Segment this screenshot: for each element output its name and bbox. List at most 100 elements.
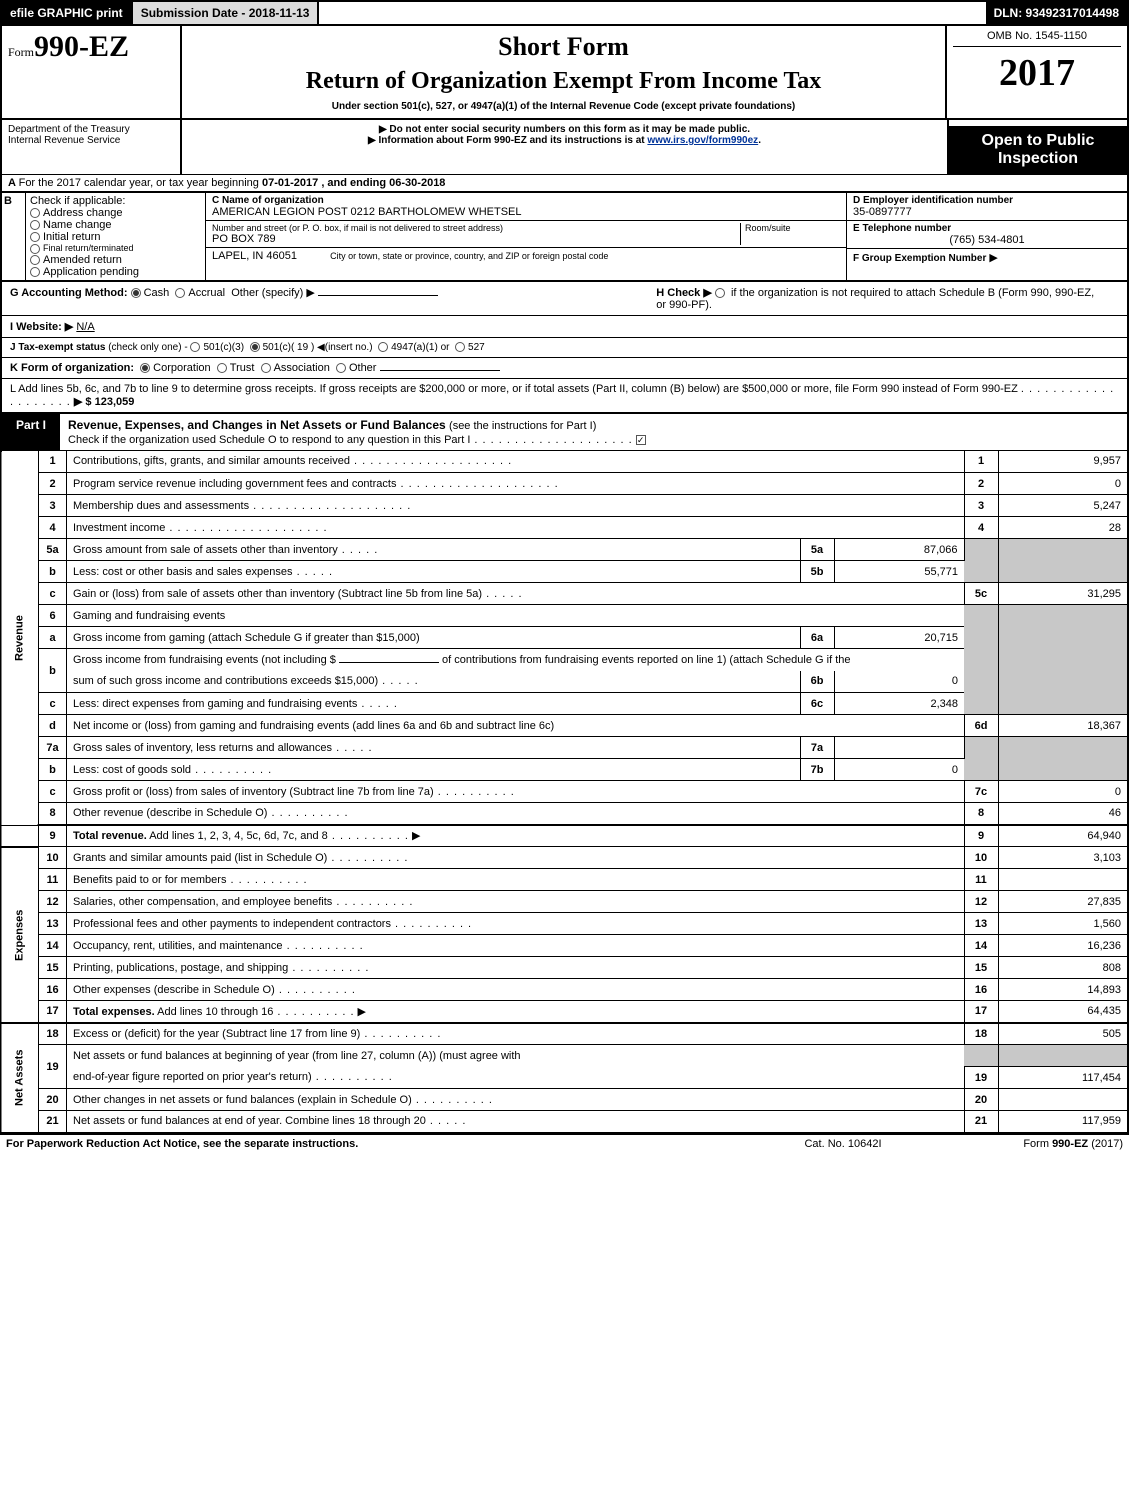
radio-name[interactable] xyxy=(30,220,40,230)
form-number: 990-EZ xyxy=(34,30,129,63)
line7a-num: 7a xyxy=(39,737,67,759)
radio-address[interactable] xyxy=(30,208,40,218)
line2-desc: Program service revenue including govern… xyxy=(67,473,965,495)
line4-val: 28 xyxy=(998,517,1128,539)
line6-num: 6 xyxy=(39,605,67,627)
line7b-mv: 0 xyxy=(834,759,964,781)
part1-table: Revenue 1 Contributions, gifts, grants, … xyxy=(0,451,1129,1134)
radio-pending[interactable] xyxy=(30,267,40,277)
short-form-label: Short Form xyxy=(192,32,935,62)
line18-num: 18 xyxy=(39,1023,67,1045)
schedule-o-checkbox[interactable] xyxy=(636,435,646,445)
line8-val: 46 xyxy=(998,803,1128,825)
line1-val: 9,957 xyxy=(998,451,1128,473)
j-label: J Tax-exempt status xyxy=(10,342,105,353)
line5c-ln: 5c xyxy=(964,583,998,605)
line7b-desc: Less: cost of goods sold xyxy=(67,759,801,781)
line16-num: 16 xyxy=(39,979,67,1001)
line6b-desc1: Gross income from fundraising events (no… xyxy=(67,649,965,671)
line6a-desc: Gross income from gaming (attach Schedul… xyxy=(67,627,801,649)
open-to-public: Open to Public Inspection xyxy=(949,126,1127,174)
street-value: PO BOX 789 xyxy=(212,233,740,245)
radio-501c3[interactable] xyxy=(190,342,200,352)
radio-initial[interactable] xyxy=(30,232,40,242)
info-pre: ▶ Information about Form 990-EZ and its … xyxy=(368,135,647,146)
radio-corp[interactable] xyxy=(140,363,150,373)
line20-num: 20 xyxy=(39,1089,67,1111)
radio-trust[interactable] xyxy=(217,363,227,373)
501c3-label: 501(c)(3) xyxy=(203,342,244,353)
line6d-num: d xyxy=(39,715,67,737)
top-bar: efile GRAPHIC print Submission Date - 20… xyxy=(0,0,1129,26)
radio-amended[interactable] xyxy=(30,255,40,265)
other-blank[interactable] xyxy=(318,295,438,296)
website-value: N/A xyxy=(76,321,94,333)
check-amended: Amended return xyxy=(30,254,201,266)
l-text: L Add lines 5b, 6c, and 7b to line 9 to … xyxy=(10,383,1018,395)
line21-val: 117,959 xyxy=(998,1111,1128,1133)
line17-desc: Total expenses. Add lines 10 through 16 xyxy=(67,1001,965,1023)
city-label: City or town, state or province, country… xyxy=(330,251,608,261)
taxyear-end: 06-30-2018 xyxy=(389,177,445,189)
gray19 xyxy=(964,1045,998,1067)
corp-label: Corporation xyxy=(153,362,210,374)
radio-501c[interactable] xyxy=(250,342,260,352)
line5c-num: c xyxy=(39,583,67,605)
year-box: OMB No. 1545-1150 2017 xyxy=(947,26,1127,118)
gray7v xyxy=(998,737,1128,781)
line14-val: 16,236 xyxy=(998,935,1128,957)
line6b-blank[interactable] xyxy=(339,662,439,663)
line5b-desc: Less: cost or other basis and sales expe… xyxy=(67,561,801,583)
d-label: D Employer identification number xyxy=(853,195,1121,206)
line13-val: 1,560 xyxy=(998,913,1128,935)
street-cell: Number and street (or P. O. box, if mail… xyxy=(206,221,846,248)
org-name-cell: C Name of organization AMERICAN LEGION P… xyxy=(206,193,846,221)
form-header: Form990-EZ Short Form Return of Organiza… xyxy=(0,26,1129,120)
website-row: I Website: ▶ N/A xyxy=(0,316,1129,338)
line8-ln: 8 xyxy=(964,803,998,825)
line10-val: 3,103 xyxy=(998,847,1128,869)
line7c-num: c xyxy=(39,781,67,803)
line13-desc: Professional fees and other payments to … xyxy=(67,913,965,935)
line5c-val: 31,295 xyxy=(998,583,1128,605)
l-amount: ▶ $ 123,059 xyxy=(74,396,134,408)
c-label: C Name of organization xyxy=(212,195,840,206)
line9-num: 9 xyxy=(39,825,67,847)
line6d-desc: Net income or (loss) from gaming and fun… xyxy=(67,715,965,737)
radio-cash[interactable] xyxy=(131,288,141,298)
line16-ln: 16 xyxy=(964,979,998,1001)
form990ez-link[interactable]: www.irs.gov/form990ez xyxy=(647,135,758,146)
line8-num: 8 xyxy=(39,803,67,825)
dept-treasury: Department of the Treasury xyxy=(8,124,174,135)
other-org-blank[interactable] xyxy=(380,370,500,371)
radio-final[interactable] xyxy=(30,244,40,254)
gross-receipts-row: L Add lines 5b, 6c, and 7b to line 9 to … xyxy=(0,379,1129,414)
radio-other-org[interactable] xyxy=(336,363,346,373)
form-number-box: Form990-EZ xyxy=(2,26,182,118)
line3-num: 3 xyxy=(39,495,67,517)
line6a-mv: 20,715 xyxy=(834,627,964,649)
radio-4947[interactable] xyxy=(378,342,388,352)
line5b-ml: 5b xyxy=(800,561,834,583)
line1-desc: Contributions, gifts, grants, and simila… xyxy=(67,451,965,473)
radio-h[interactable] xyxy=(715,288,725,298)
ein-cell: D Employer identification number 35-0897… xyxy=(847,193,1127,221)
line14-num: 14 xyxy=(39,935,67,957)
notices: ▶ Do not enter social security numbers o… xyxy=(182,120,947,174)
part1-label: Part I xyxy=(2,414,60,450)
radio-527[interactable] xyxy=(455,342,465,352)
assoc-label: Association xyxy=(274,362,330,374)
taxyear-begin: 07-01-2017 xyxy=(262,177,318,189)
cash-label: Cash xyxy=(144,287,170,299)
line13-num: 13 xyxy=(39,913,67,935)
right-info-col: D Employer identification number 35-0897… xyxy=(847,193,1127,280)
line5b-mv: 55,771 xyxy=(834,561,964,583)
group-exemption-cell: F Group Exemption Number ▶ xyxy=(847,249,1127,266)
g-label: G Accounting Method: xyxy=(10,287,128,299)
radio-assoc[interactable] xyxy=(261,363,271,373)
line2-ln: 2 xyxy=(964,473,998,495)
line6b-ml: 6b xyxy=(800,671,834,693)
line10-num: 10 xyxy=(39,847,67,869)
radio-accrual[interactable] xyxy=(175,288,185,298)
line18-val: 505 xyxy=(998,1023,1128,1045)
